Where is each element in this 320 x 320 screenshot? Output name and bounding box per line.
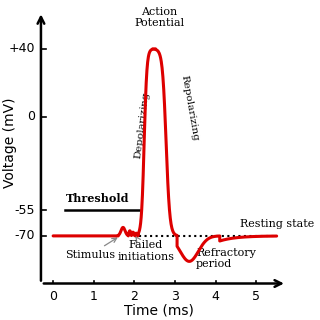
Text: Repolarizing: Repolarizing <box>179 75 200 142</box>
Text: +40: +40 <box>8 42 35 55</box>
Text: Refractory
period: Refractory period <box>196 248 256 269</box>
Text: Failed
initiations: Failed initiations <box>117 237 174 262</box>
Text: 2: 2 <box>131 290 138 303</box>
Text: 0: 0 <box>27 110 35 124</box>
Text: Depolarizing: Depolarizing <box>133 92 150 159</box>
Text: Resting state: Resting state <box>240 219 314 229</box>
Text: 0: 0 <box>49 290 57 303</box>
Text: Threshold: Threshold <box>66 193 130 204</box>
Text: -55: -55 <box>14 204 35 217</box>
Text: 3: 3 <box>171 290 179 303</box>
Text: Time (ms): Time (ms) <box>124 304 194 318</box>
Text: Action
Potential: Action Potential <box>134 7 185 28</box>
Text: Voltage (mV): Voltage (mV) <box>4 97 18 188</box>
Text: 1: 1 <box>90 290 98 303</box>
Text: 5: 5 <box>252 290 260 303</box>
Text: 4: 4 <box>212 290 220 303</box>
Text: -70: -70 <box>14 229 35 242</box>
Text: Stimulus: Stimulus <box>65 238 117 260</box>
